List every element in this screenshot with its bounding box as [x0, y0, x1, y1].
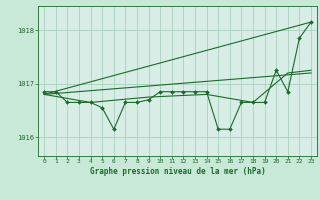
X-axis label: Graphe pression niveau de la mer (hPa): Graphe pression niveau de la mer (hPa) — [90, 167, 266, 176]
